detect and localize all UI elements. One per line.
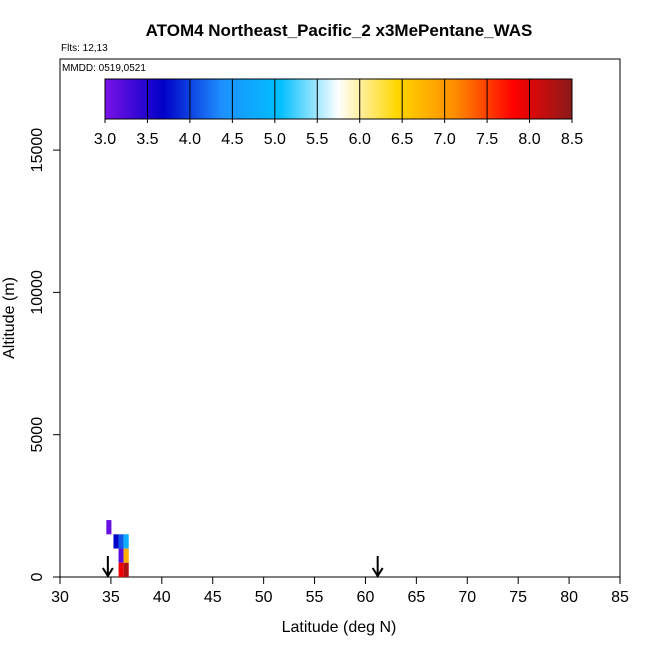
heatmap-cell — [106, 520, 112, 535]
x-tick-label: 70 — [458, 589, 476, 606]
colorbar-tick-label: 3.5 — [136, 131, 158, 148]
colorbar-tick-label: 4.0 — [179, 131, 201, 148]
x-tick-label: 85 — [611, 589, 629, 606]
chart-title: ATOM4 Northeast_Pacific_2 x3MePentane_WA… — [146, 21, 533, 40]
heatmap-cell — [113, 534, 119, 549]
x-tick-label: 45 — [204, 589, 222, 606]
x-tick-label: 50 — [255, 589, 273, 606]
x-tick-label: 65 — [407, 589, 425, 606]
x-tick-label: 80 — [560, 589, 578, 606]
x-tick-label: 75 — [509, 589, 527, 606]
heatmap-cell — [123, 562, 129, 577]
y-tick-label: 10000 — [29, 270, 46, 315]
colorbar-tick-label: 7.0 — [434, 131, 456, 148]
flight-arrows — [102, 556, 384, 578]
colorbar-tick-label: 3.0 — [94, 131, 116, 148]
colorbar-tick-label: 6.5 — [391, 131, 413, 148]
x-tick-label: 55 — [306, 589, 324, 606]
heatmap-cell — [118, 548, 124, 563]
colorbar-tick-label: 7.5 — [476, 131, 498, 148]
heatmap-cells — [106, 520, 129, 577]
heatmap-cell — [118, 534, 124, 549]
heatmap-cell — [123, 548, 129, 563]
x-tick-label: 60 — [357, 589, 375, 606]
x-tick-label: 35 — [102, 589, 120, 606]
colorbar-tick-label: 8.0 — [518, 131, 540, 148]
y-axis: 0 5000 10000 15000 — [29, 128, 60, 581]
colorbar: 3.0 3.5 4.0 4.5 5.0 5.5 6.0 6.5 7.0 7.5 8.0 8.5 — [94, 78, 583, 148]
heatmap-cell — [118, 562, 124, 577]
plot-frame — [59, 58, 621, 578]
x-axis: 30 35 40 45 50 55 60 65 70 75 80 85 — [51, 577, 629, 606]
y-tick-label: 5000 — [29, 417, 46, 453]
y-axis-label: Altitude (m) — [1, 277, 18, 359]
y-tick-label: 15000 — [29, 128, 46, 173]
down-arrow-head-icon — [371, 567, 384, 578]
down-arrow-head-icon — [102, 567, 114, 578]
colorbar-tick-label: 4.5 — [221, 131, 243, 148]
colorbar-tick-label: 5.5 — [306, 131, 328, 148]
x-tick-label: 30 — [51, 589, 69, 606]
date-label: MMDD: 0519,0521 — [62, 63, 146, 74]
colorbar-tick-label: 6.0 — [349, 131, 371, 148]
x-tick-label: 40 — [153, 589, 171, 606]
x-axis-label: Latitude (deg N) — [282, 619, 397, 636]
y-tick-label: 0 — [29, 572, 46, 581]
colorbar-gradient — [104, 78, 573, 120]
flights-label: Flts: 12,13 — [61, 43, 108, 54]
heatmap-cell — [123, 534, 129, 549]
colorbar-tick-label: 8.5 — [561, 131, 583, 148]
colorbar-tick-label: 5.0 — [264, 131, 286, 148]
